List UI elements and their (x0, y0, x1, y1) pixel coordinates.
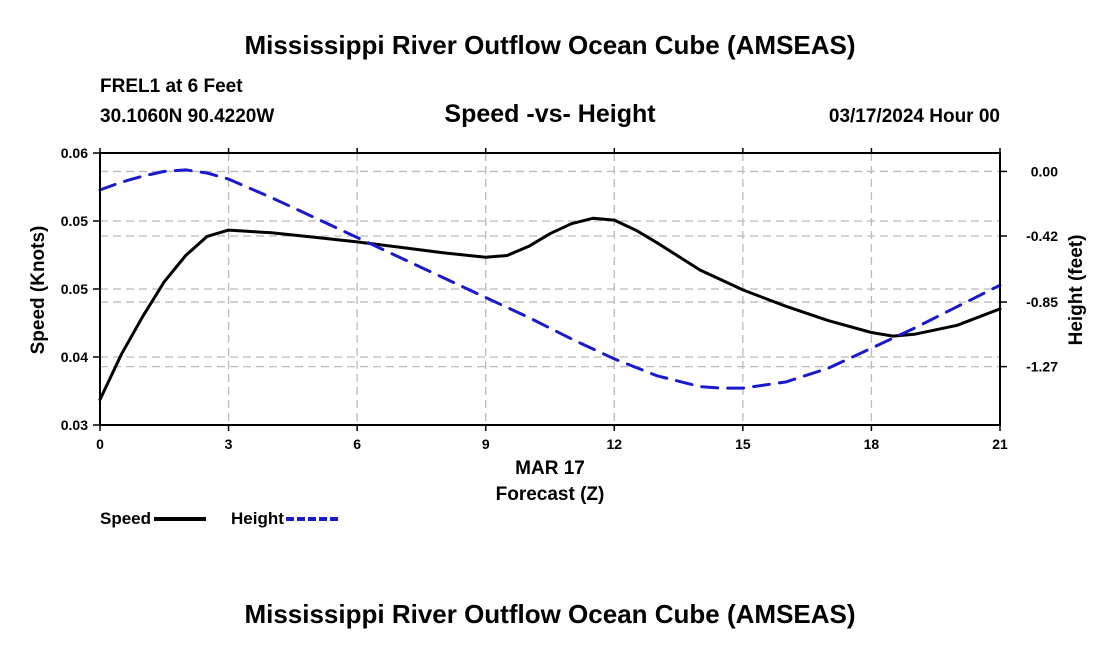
main-title: Mississippi River Outflow Ocean Cube (AM… (244, 30, 856, 60)
y-left-tick-label: 0.04 (61, 349, 88, 365)
station-label: FREL1 at 6 Feet (100, 76, 243, 97)
legend-speed-swatch (154, 517, 207, 521)
x-axis-date-label: MAR 17 (515, 458, 585, 479)
x-tick-label: 18 (864, 436, 880, 452)
x-tick-label: 9 (482, 436, 490, 452)
y-left-tick-label: 0.06 (61, 145, 88, 161)
legend-height: Height (231, 509, 338, 529)
y-right-tick-label: 0.00 (1031, 163, 1058, 179)
right-y-axis-label: Height (feet) (1066, 235, 1087, 346)
series-line-speed (98, 216, 1002, 402)
series-line-height (98, 168, 1002, 390)
legend-speed: Speed (100, 509, 207, 529)
x-axis-label: Forecast (Z) (496, 484, 605, 505)
chart-subtitle: Speed -vs- Height (444, 100, 656, 128)
x-tick-label: 21 (992, 436, 1008, 452)
y-left-tick-label: 0.03 (61, 417, 88, 433)
y-left-tick-label: 0.05 (61, 281, 88, 297)
y-left-tick-label: 0.05 (61, 213, 88, 229)
legend-height-swatch (285, 517, 338, 521)
y-right-tick-label: -0.85 (1026, 294, 1058, 310)
left-y-axis-label: Speed (Knots) (28, 226, 49, 355)
forecast-datetime: 03/17/2024 Hour 00 (828, 106, 1000, 127)
x-tick-label: 15 (735, 436, 751, 452)
series-layer (98, 168, 1002, 402)
x-tick-label: 3 (225, 436, 233, 452)
axes: 0 3 6 9 12 15 18 21 0.03 0.04 0.05 0.05 0.06 0.00 -0.4… (61, 145, 1058, 452)
x-tick-label: 0 (96, 436, 104, 452)
y-right-tick-label: -1.27 (1026, 359, 1058, 375)
legend-height-label: Height (231, 509, 284, 528)
x-tick-label: 6 (353, 436, 361, 452)
grid (100, 152, 1000, 425)
footer-title: Mississippi River Outflow Ocean Cube (AM… (244, 599, 856, 629)
x-tick-label: 12 (606, 436, 622, 452)
y-right-tick-label: -0.42 (1026, 228, 1058, 244)
legend-speed-label: Speed (100, 509, 152, 528)
station-coordinates: 30.1060N 90.4220W (100, 106, 275, 127)
